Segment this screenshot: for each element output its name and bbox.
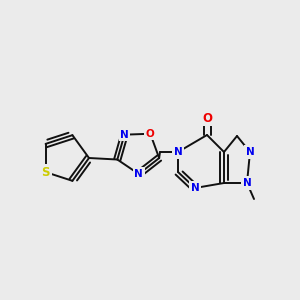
Text: N: N: [120, 130, 129, 140]
Text: N: N: [134, 169, 143, 179]
Text: N: N: [190, 183, 200, 193]
Text: N: N: [243, 178, 251, 188]
Text: N: N: [246, 147, 254, 157]
Text: N: N: [174, 147, 182, 157]
Text: O: O: [202, 112, 212, 124]
Text: O: O: [146, 129, 155, 139]
Text: S: S: [41, 166, 50, 178]
